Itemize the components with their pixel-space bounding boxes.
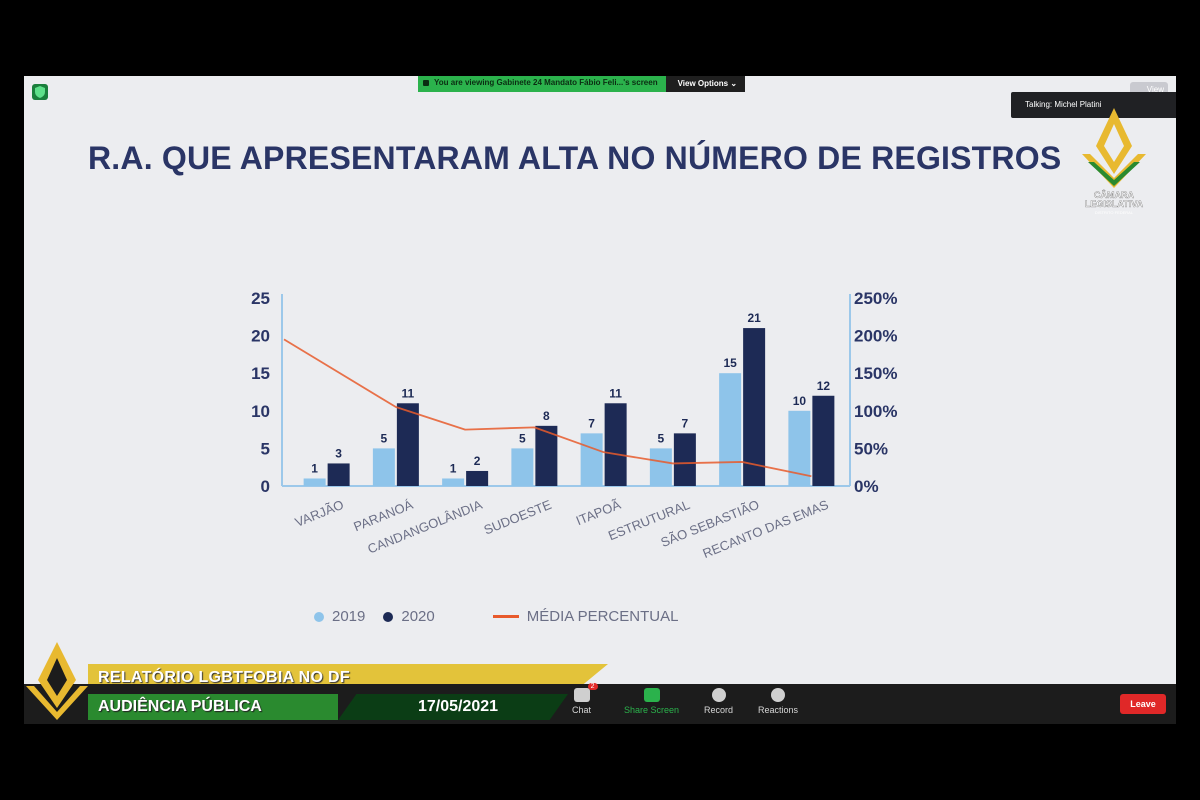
banner-title-strip: RELATÓRIO LGBTFOBIA NO DF bbox=[88, 664, 608, 694]
legend-line-media bbox=[492, 615, 519, 618]
data-label-2019: 15 bbox=[723, 356, 737, 370]
media-percentual-line bbox=[283, 338, 812, 478]
data-label-2020: 2 bbox=[474, 454, 481, 468]
category-label: SUDOESTE bbox=[482, 497, 554, 538]
record-button[interactable]: Record bbox=[704, 688, 733, 715]
bar-2019 bbox=[511, 448, 534, 486]
legend-dot-2020 bbox=[383, 611, 394, 622]
data-label-2020: 11 bbox=[402, 386, 415, 400]
y-tick-label: 0 bbox=[261, 477, 270, 496]
bar-2020 bbox=[743, 328, 766, 486]
shared-screen: You are viewing Gabinete 24 Mandato Fábi… bbox=[24, 76, 1176, 724]
leave-button[interactable]: Leave bbox=[1120, 694, 1166, 714]
bar-2019 bbox=[788, 410, 811, 486]
y-tick-label: 5 bbox=[261, 439, 270, 458]
bar-2020 bbox=[812, 395, 835, 486]
bar-2019 bbox=[372, 448, 395, 486]
view-options-button[interactable]: View Options ⌄ bbox=[665, 76, 746, 92]
share-screen-button[interactable]: Share Screen bbox=[624, 688, 679, 715]
data-label-2020: 3 bbox=[335, 446, 342, 460]
legend-label-2020: 2020 bbox=[401, 608, 435, 625]
registros-chart: 05101520250%50%100%150%200%250%13VARJÃO5… bbox=[251, 289, 897, 561]
data-label-2019: 5 bbox=[381, 431, 388, 445]
banner-date: 17/05/2021 bbox=[418, 698, 499, 715]
legend-item-2020: 2020 bbox=[383, 608, 435, 625]
data-label-2019: 7 bbox=[588, 416, 595, 430]
bar-2019 bbox=[649, 448, 672, 486]
banner-line2: AUDIÊNCIA PÚBLICA bbox=[98, 698, 262, 715]
y2-tick-label: 0% bbox=[854, 477, 879, 496]
category-label: CANDANGOLÂNDIA bbox=[365, 497, 484, 557]
data-label-2019: 1 bbox=[450, 461, 457, 475]
legend-dot-2019 bbox=[314, 611, 324, 622]
slide-title: R.A. QUE APRESENTARAM ALTA NO NÚMERO DE … bbox=[88, 140, 1062, 176]
record-label: Record bbox=[704, 705, 734, 715]
data-label-2020: 12 bbox=[817, 379, 831, 393]
legend-item-2019: 2019 bbox=[314, 608, 365, 625]
share-screen-label: Share Screen bbox=[624, 705, 680, 715]
category-label: ITAPOÃ bbox=[574, 497, 623, 529]
viewing-message: You are viewing Gabinete 24 Mandato Fábi… bbox=[418, 76, 666, 92]
camara-legislativa-logo: CÂMARA LEGISLATIVA DISTRITO FEDERAL bbox=[1082, 108, 1146, 215]
y2-tick-label: 200% bbox=[854, 327, 897, 346]
camara-banner-logo bbox=[26, 642, 88, 720]
logo-name: CÂMARA bbox=[1094, 189, 1134, 200]
legend-label-media: MÉDIA PERCENTUAL bbox=[526, 608, 679, 625]
bar-2019 bbox=[303, 478, 326, 486]
share-screen-icon bbox=[643, 688, 660, 702]
talking-indicator: Talking: Michel Platini bbox=[1011, 92, 1176, 118]
viewing-banner: You are viewing Gabinete 24 Mandato Fábi… bbox=[418, 76, 746, 92]
chat-icon: 2 bbox=[573, 683, 598, 702]
data-label-2019: 10 bbox=[793, 394, 807, 408]
data-label-2019: 5 bbox=[658, 431, 665, 445]
bar-2019 bbox=[719, 373, 742, 486]
category-label: VARJÃO bbox=[293, 497, 346, 530]
data-label-2020: 21 bbox=[747, 311, 761, 325]
y-tick-label: 25 bbox=[251, 289, 270, 308]
bar-2019 bbox=[442, 478, 465, 486]
y-tick-label: 20 bbox=[251, 327, 270, 346]
y-tick-label: 10 bbox=[251, 402, 270, 421]
data-label-2020: 7 bbox=[682, 416, 689, 430]
logo-name-2: LEGISLATIVA bbox=[1085, 199, 1144, 209]
security-shield-icon[interactable] bbox=[32, 84, 48, 100]
bar-2020 bbox=[466, 470, 489, 486]
banner-date-strip: 17/05/2021 bbox=[338, 694, 568, 720]
banner-subtitle-strip: AUDIÊNCIA PÚBLICA bbox=[88, 694, 338, 720]
legend-label-2019: 2019 bbox=[332, 608, 366, 625]
bar-2020 bbox=[396, 403, 419, 486]
reactions-icon bbox=[771, 688, 786, 702]
y2-tick-label: 150% bbox=[854, 364, 897, 383]
view-options-label: View Options bbox=[677, 79, 729, 88]
banner-line1: RELATÓRIO LGBTFOBIA NO DF bbox=[98, 669, 350, 686]
data-label-2019: 5 bbox=[519, 431, 526, 445]
reactions-label: Reactions bbox=[758, 705, 799, 715]
bar-2019 bbox=[580, 433, 603, 486]
y2-tick-label: 50% bbox=[854, 439, 888, 458]
chart-legend: 2019 2020 MÉDIA PERCENTUAL bbox=[314, 608, 678, 625]
data-label-2020: 8 bbox=[543, 409, 550, 423]
data-label-2020: 11 bbox=[609, 386, 622, 400]
chat-label: Chat bbox=[572, 705, 592, 715]
data-label-2019: 1 bbox=[311, 461, 318, 475]
record-icon bbox=[711, 688, 726, 702]
chat-badge: 2 bbox=[587, 683, 598, 690]
y-tick-label: 15 bbox=[251, 364, 270, 383]
category-label: RECANTO DAS EMAS bbox=[701, 497, 831, 561]
reactions-button[interactable]: Reactions bbox=[758, 688, 798, 715]
logo-subtitle: DISTRITO FEDERAL bbox=[1095, 210, 1134, 215]
chat-button[interactable]: 2 Chat bbox=[572, 683, 598, 715]
bar-2020 bbox=[535, 425, 558, 486]
bar-2020 bbox=[673, 433, 696, 486]
y2-tick-label: 100% bbox=[854, 402, 897, 421]
bar-2020 bbox=[604, 403, 627, 486]
bar-2020 bbox=[327, 463, 350, 486]
y2-tick-label: 250% bbox=[854, 289, 897, 308]
